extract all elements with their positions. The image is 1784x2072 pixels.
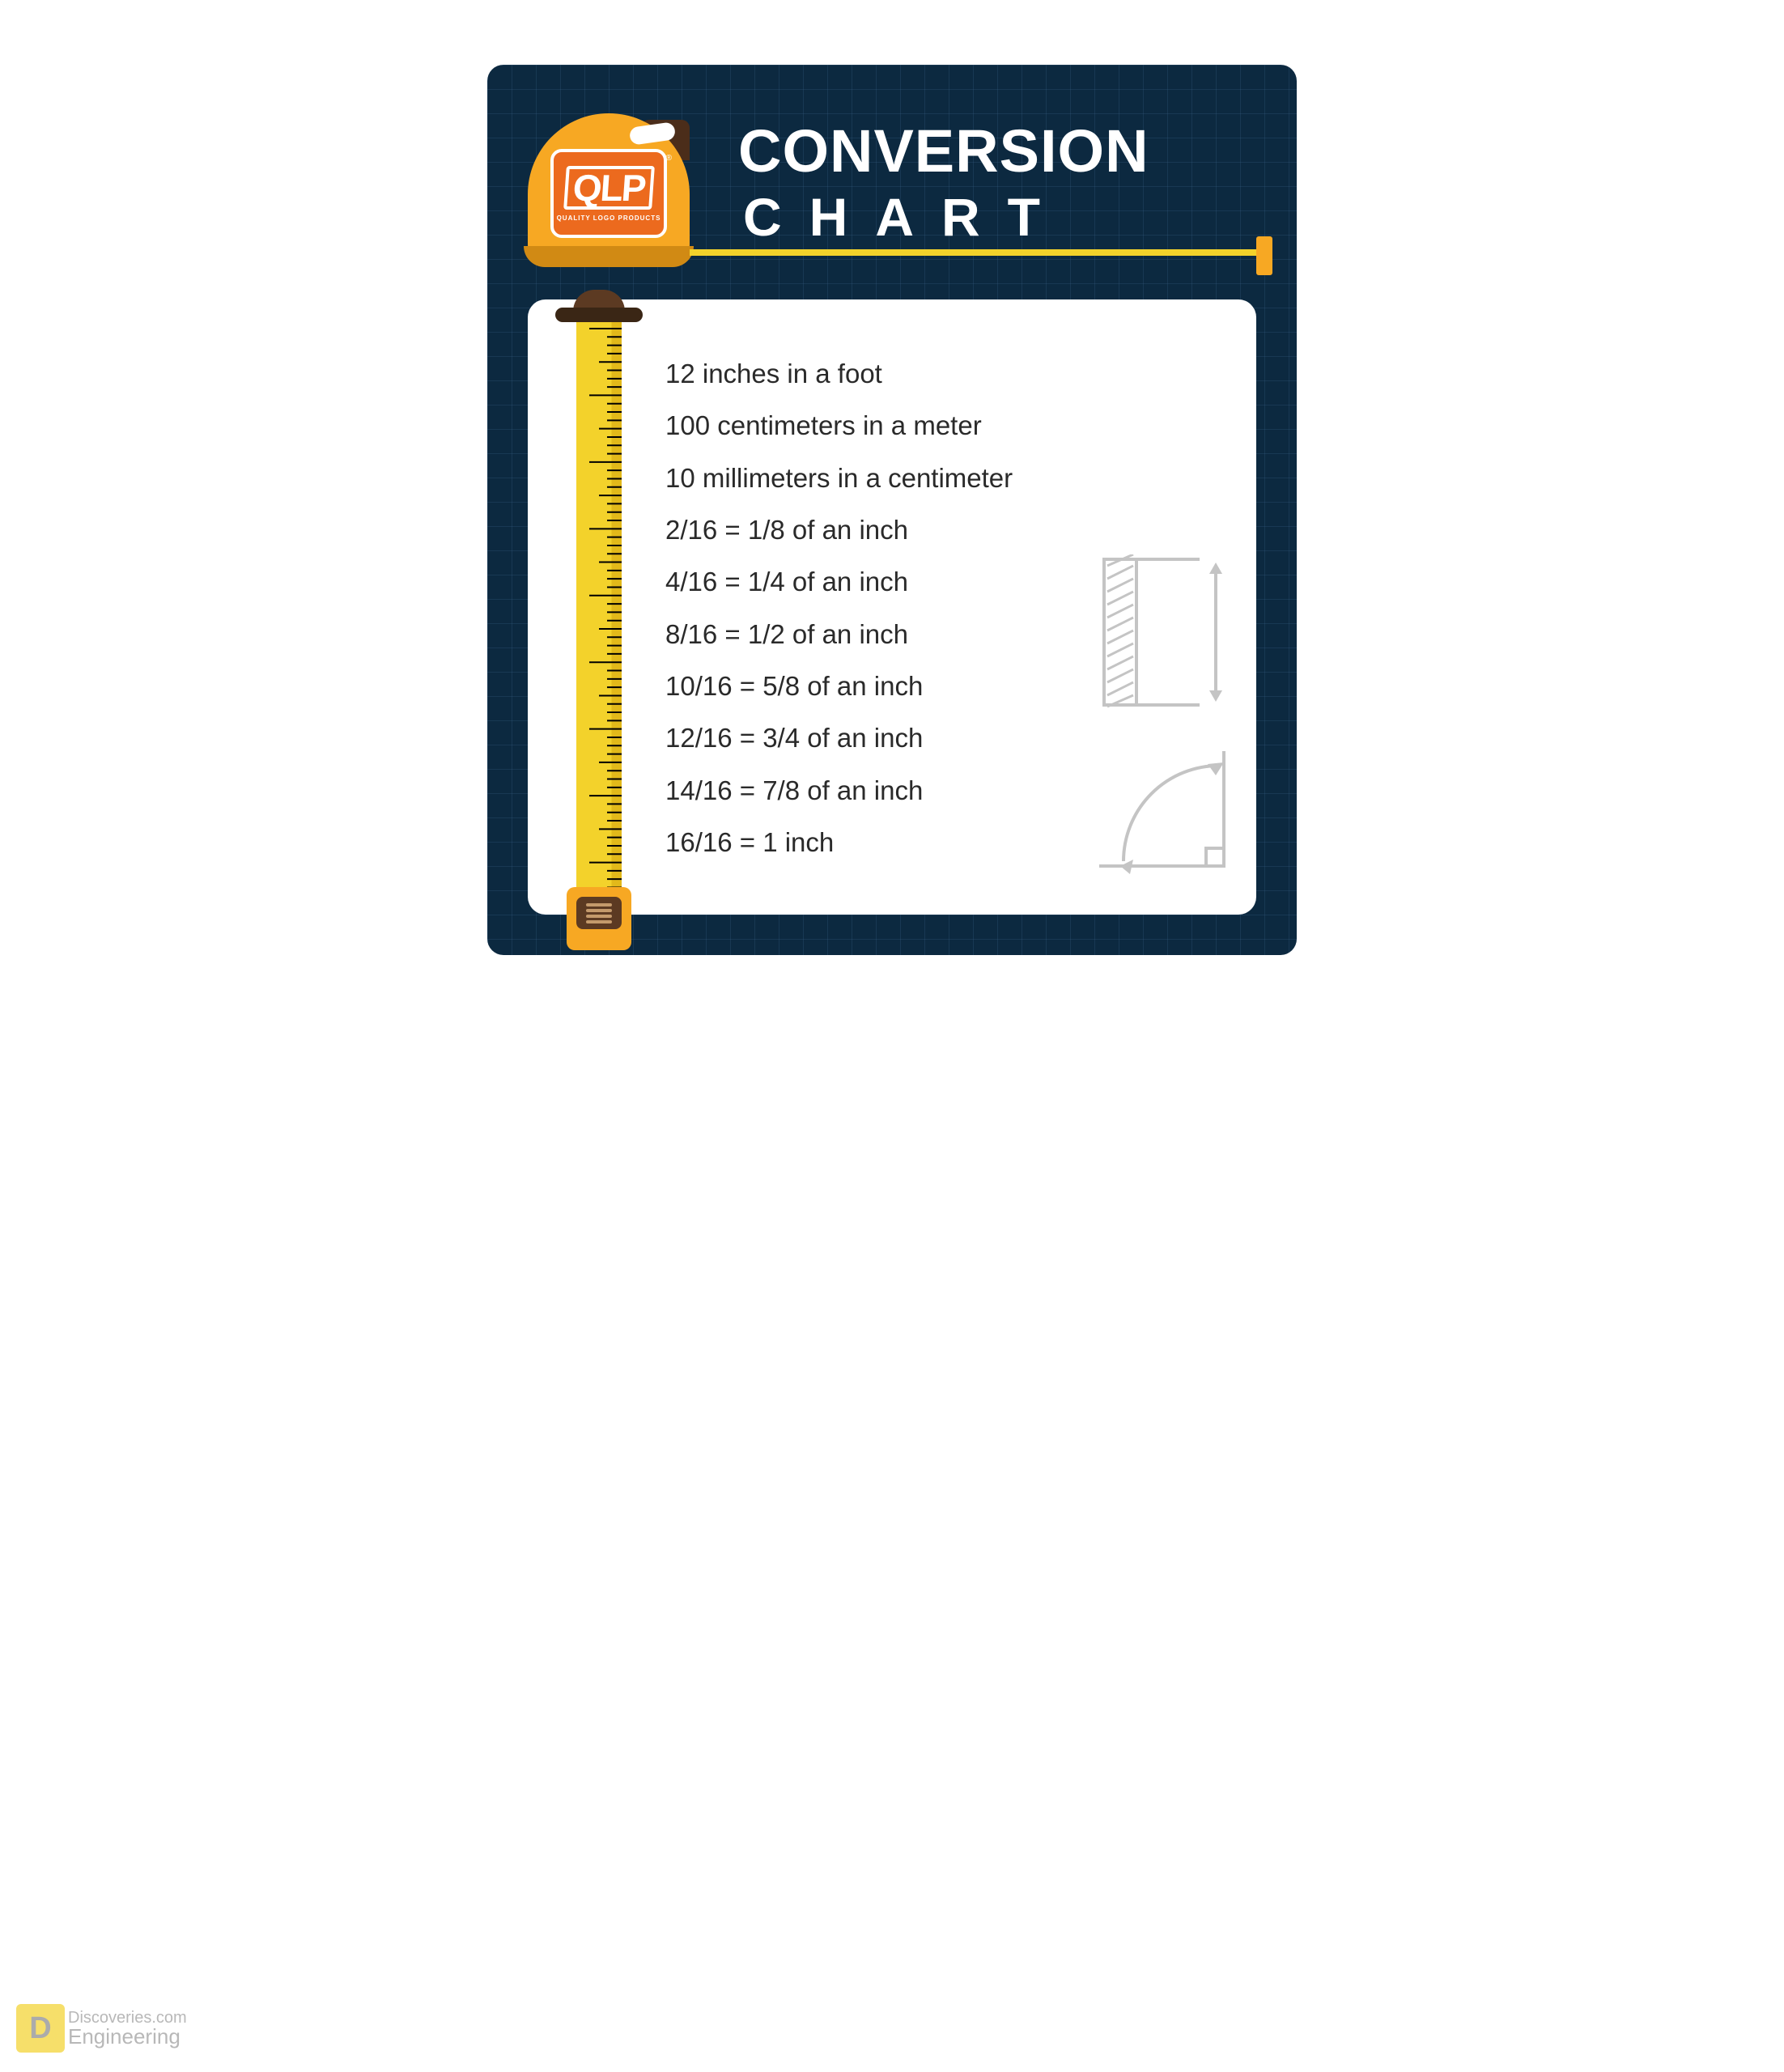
- tape-line: [690, 249, 1256, 256]
- title-block: CONVERSION CHART: [738, 113, 1256, 246]
- tape-measure-icon: ® QLP QUALITY LOGO PRODUCTS: [528, 113, 706, 275]
- title-line-1: CONVERSION: [738, 120, 1256, 183]
- tape-hook-icon: [1256, 236, 1272, 275]
- watermark-text-bottom: Engineering: [68, 2026, 187, 2047]
- ruler-end-cap-icon: [567, 887, 631, 950]
- fact-item: 10 millimeters in a centimeter: [665, 452, 1232, 504]
- watermark: D Discoveries.com Engineering: [16, 2004, 187, 2053]
- ruler-ticks: [576, 322, 622, 936]
- fact-item: 100 centimeters in a meter: [665, 400, 1232, 452]
- title-line-2: CHART: [743, 188, 1256, 247]
- dimension-diagram-icon: [1102, 554, 1232, 716]
- brand-logo-subtext: QUALITY LOGO PRODUCTS: [557, 214, 661, 222]
- angle-diagram-icon: [1094, 745, 1232, 874]
- ruler-icon: [576, 322, 622, 936]
- facts-list: 12 inches in a foot 100 centimeters in a…: [665, 340, 1232, 882]
- registered-mark: ®: [666, 154, 672, 163]
- watermark-logo-icon: D: [16, 2004, 65, 2053]
- facts-panel: 12 inches in a foot 100 centimeters in a…: [528, 299, 1256, 915]
- ruler-column: [552, 340, 633, 882]
- fact-item: 12 inches in a foot: [665, 348, 1232, 400]
- header: ® QLP QUALITY LOGO PRODUCTS CONVERSION C…: [528, 113, 1256, 275]
- brand-logo-text: QLP: [563, 166, 654, 210]
- brand-badge: ® QLP QUALITY LOGO PRODUCTS: [550, 149, 667, 238]
- conversion-chart-card: ® QLP QUALITY LOGO PRODUCTS CONVERSION C…: [487, 65, 1297, 955]
- fact-item: 2/16 = 1/8 of an inch: [665, 504, 1232, 556]
- watermark-text: Discoveries.com Engineering: [68, 2010, 187, 2047]
- watermark-text-top: Discoveries.com: [68, 2010, 187, 2026]
- ruler-clip-base: [555, 308, 643, 322]
